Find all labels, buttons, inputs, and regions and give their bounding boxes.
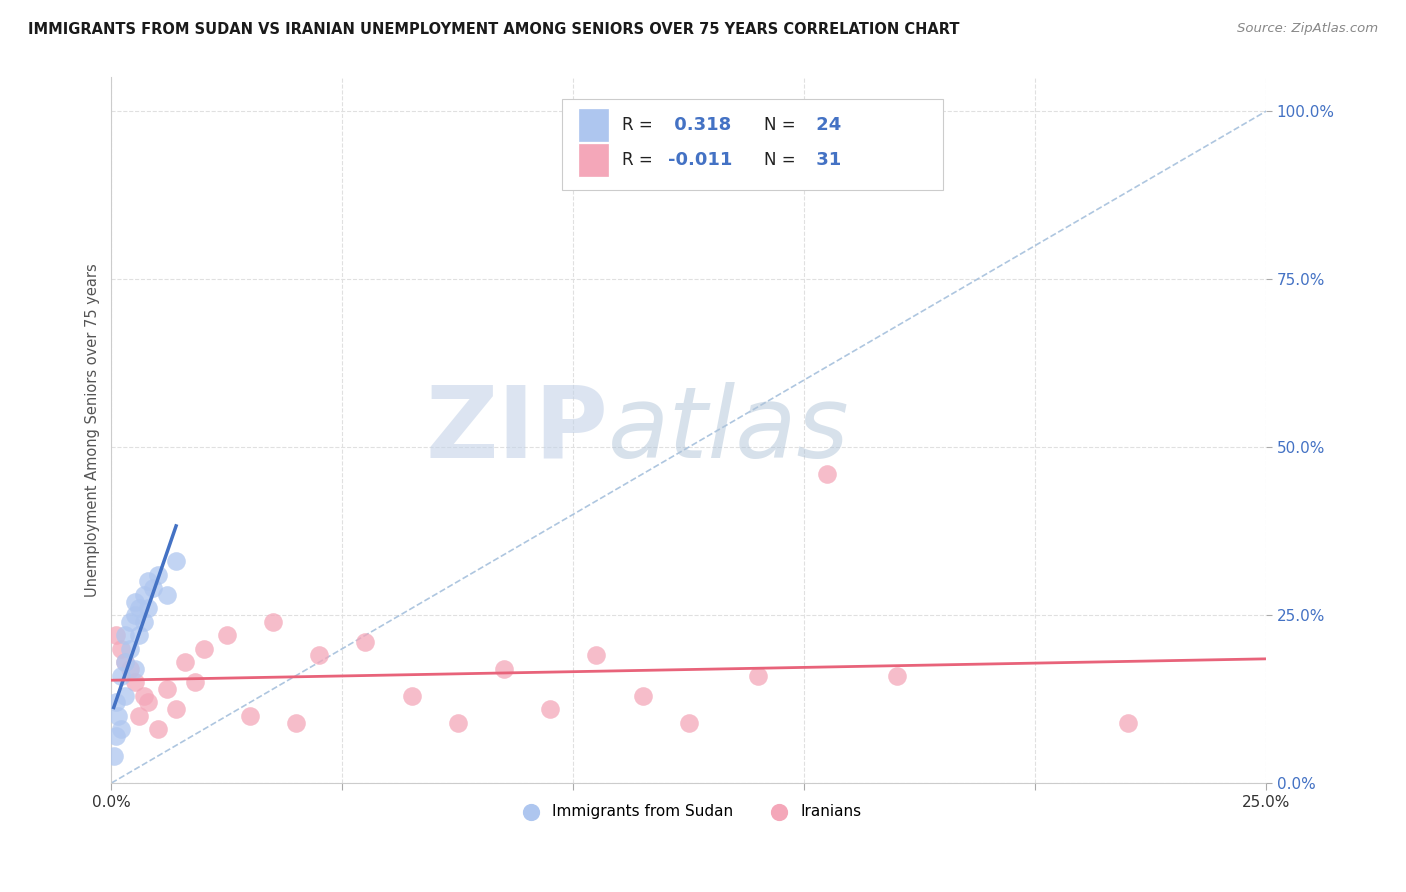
Point	[132, 615, 155, 629]
Point	[174, 655, 197, 669]
Point	[585, 648, 607, 663]
FancyBboxPatch shape	[562, 99, 943, 190]
Point	[132, 588, 155, 602]
Point	[124, 662, 146, 676]
Point	[538, 702, 561, 716]
Point	[747, 668, 769, 682]
Point	[142, 581, 165, 595]
Point	[262, 615, 284, 629]
Point	[156, 588, 179, 602]
Point	[118, 615, 141, 629]
Point	[124, 675, 146, 690]
Text: -0.011: -0.011	[668, 152, 733, 169]
Point	[817, 467, 839, 481]
Point	[110, 723, 132, 737]
Point	[165, 702, 187, 716]
Point	[105, 628, 128, 642]
Text: N =: N =	[763, 116, 801, 134]
Point	[1116, 715, 1139, 730]
Text: IMMIGRANTS FROM SUDAN VS IRANIAN UNEMPLOYMENT AMONG SENIORS OVER 75 YEARS CORREL: IMMIGRANTS FROM SUDAN VS IRANIAN UNEMPLO…	[28, 22, 960, 37]
Text: R =: R =	[621, 116, 658, 134]
Point	[107, 709, 129, 723]
Point	[183, 675, 205, 690]
Point	[110, 668, 132, 682]
Text: 24: 24	[810, 116, 841, 134]
Point	[285, 715, 308, 730]
Point	[193, 641, 215, 656]
Point	[128, 601, 150, 615]
Point	[138, 601, 160, 615]
Legend: Immigrants from Sudan, Iranians: Immigrants from Sudan, Iranians	[510, 797, 868, 825]
Point	[124, 594, 146, 608]
Text: atlas: atlas	[607, 382, 849, 479]
Point	[128, 628, 150, 642]
FancyBboxPatch shape	[579, 145, 607, 177]
Point	[156, 681, 179, 696]
Point	[146, 567, 169, 582]
Point	[105, 695, 128, 709]
Point	[146, 723, 169, 737]
FancyBboxPatch shape	[579, 109, 607, 141]
Point	[401, 689, 423, 703]
Text: 0.318: 0.318	[668, 116, 731, 134]
Point	[138, 574, 160, 589]
Y-axis label: Unemployment Among Seniors over 75 years: Unemployment Among Seniors over 75 years	[86, 263, 100, 597]
Point	[132, 689, 155, 703]
Point	[631, 689, 654, 703]
Point	[678, 715, 700, 730]
Point	[114, 655, 136, 669]
Point	[114, 628, 136, 642]
Point	[308, 648, 330, 663]
Point	[886, 668, 908, 682]
Text: ZIP: ZIP	[425, 382, 607, 479]
Text: N =: N =	[763, 152, 801, 169]
Point	[138, 695, 160, 709]
Point	[124, 608, 146, 623]
Point	[215, 628, 238, 642]
Point	[110, 641, 132, 656]
Point	[494, 662, 516, 676]
Point	[165, 554, 187, 568]
Point	[239, 709, 262, 723]
Point	[103, 749, 125, 764]
Text: R =: R =	[621, 152, 658, 169]
Point	[128, 709, 150, 723]
Point	[105, 729, 128, 743]
Text: Source: ZipAtlas.com: Source: ZipAtlas.com	[1237, 22, 1378, 36]
Text: 31: 31	[810, 152, 841, 169]
Point	[118, 641, 141, 656]
Point	[354, 635, 377, 649]
Point	[447, 715, 470, 730]
Point	[114, 655, 136, 669]
Point	[118, 662, 141, 676]
Point	[114, 689, 136, 703]
